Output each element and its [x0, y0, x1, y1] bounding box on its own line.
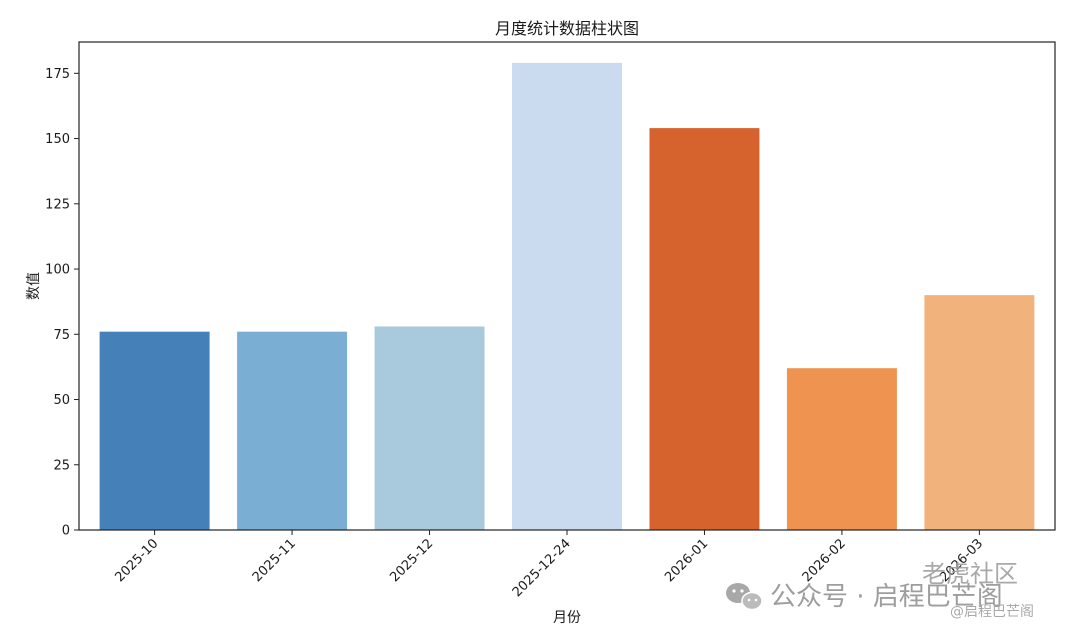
y-tick-label: 175	[45, 67, 70, 82]
chart-title: 月度统计数据柱状图	[495, 19, 639, 38]
y-tick-label: 50	[53, 393, 70, 408]
bar-2026-03	[924, 295, 1035, 530]
y-axis-label: 数值	[26, 272, 42, 300]
y-axis: 0 25 50 75 100 125 150 175	[45, 67, 79, 539]
x-tick-label: 2026-01	[662, 536, 711, 585]
y-tick-label: 75	[53, 328, 70, 343]
bars-group	[99, 62, 1035, 530]
bar-2025-11	[237, 331, 348, 530]
y-tick-label: 100	[45, 263, 70, 278]
watermark-corner-top: 老虎社区	[922, 560, 1018, 588]
x-tick-label: 2025-10	[112, 536, 161, 585]
y-tick-label: 25	[53, 458, 70, 473]
bar-2025-12	[374, 326, 485, 530]
x-tick-label: 2025-12-24	[510, 536, 574, 600]
x-axis-label: 月份	[553, 610, 581, 626]
y-tick-label: 125	[45, 197, 70, 212]
watermark-corner-bottom: @启程巴芒阁	[950, 604, 1034, 620]
y-tick-label: 0	[62, 524, 70, 539]
wechat-icon	[726, 583, 763, 611]
x-tick-label: 2026-02	[800, 536, 849, 585]
watermark: 公众号 · 启程巴芒阁 老虎社区 @启程巴芒阁	[726, 560, 1034, 620]
bar-2026-02	[786, 368, 897, 530]
y-tick-label: 150	[45, 132, 70, 147]
bar-2025-12-24	[512, 62, 622, 530]
watermark-main: 公众号 · 启程巴芒阁	[770, 582, 1003, 612]
x-tick-label: 2025-11	[250, 536, 299, 585]
x-tick-label: 2025-12	[387, 536, 436, 585]
bar-2026-01	[649, 128, 760, 530]
bar-2025-10	[99, 331, 210, 530]
